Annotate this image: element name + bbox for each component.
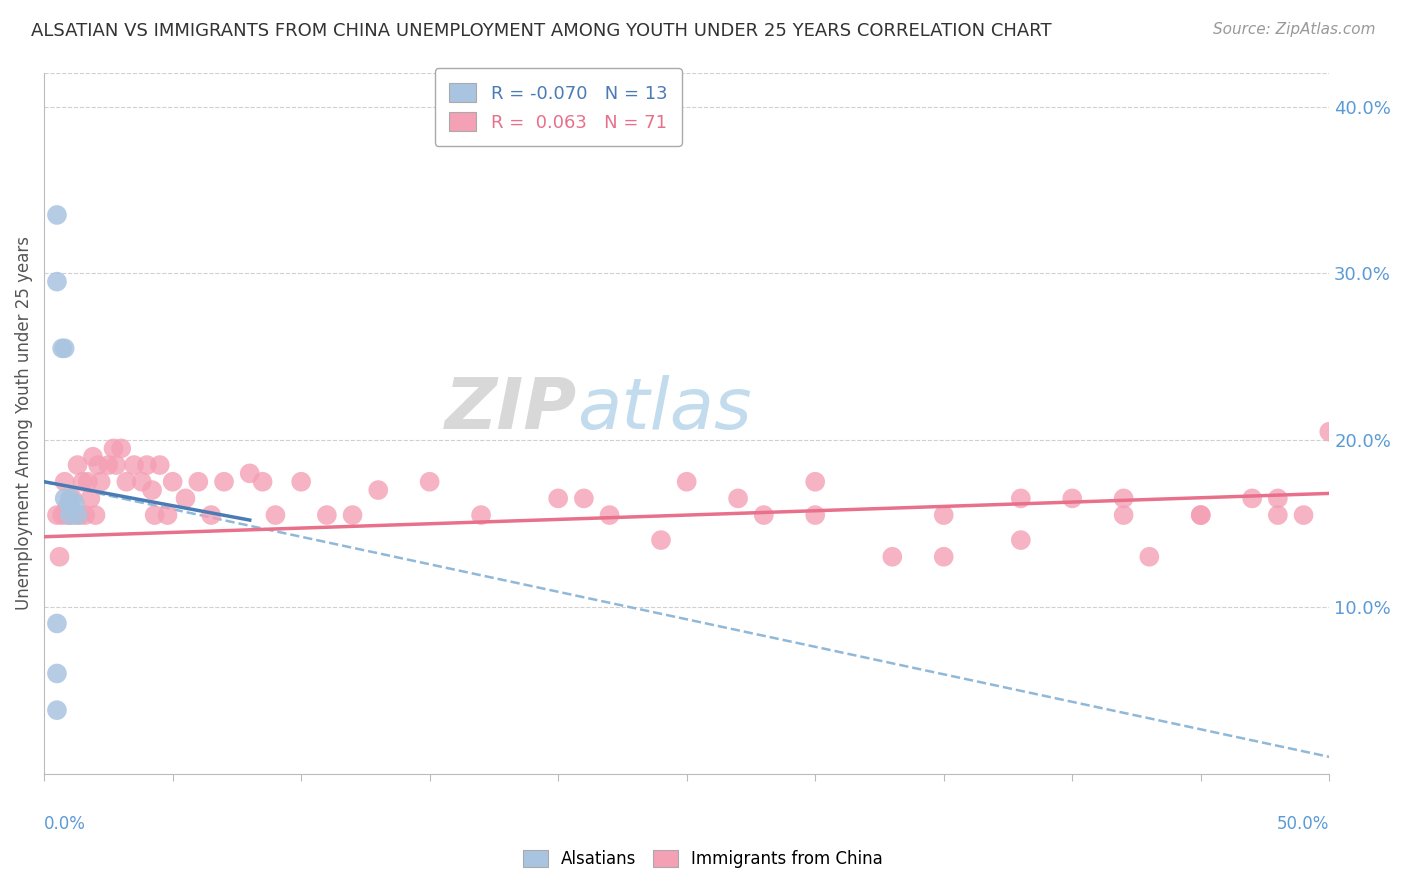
Text: ALSATIAN VS IMMIGRANTS FROM CHINA UNEMPLOYMENT AMONG YOUTH UNDER 25 YEARS CORREL: ALSATIAN VS IMMIGRANTS FROM CHINA UNEMPL… (31, 22, 1052, 40)
Point (48, 549, 70, 564)
Y-axis label: Unemployment Among Youth under 25 years: Unemployment Among Youth under 25 years (15, 236, 32, 610)
Point (69, 508, 91, 522)
Text: ZIP: ZIP (446, 375, 578, 444)
Point (1189, 508, 1212, 522)
Point (650, 533, 672, 547)
Point (187, 475, 209, 489)
Point (59, 500, 82, 514)
Text: 0.0%: 0.0% (44, 815, 86, 833)
Legend: Alsatians, Immigrants from China: Alsatians, Immigrants from China (516, 843, 890, 875)
Point (200, 508, 222, 522)
Point (56, 508, 79, 522)
Point (46, 703, 69, 717)
Point (105, 458, 128, 472)
Point (470, 508, 492, 522)
Text: atlas: atlas (578, 375, 752, 444)
Point (56, 500, 79, 514)
Point (66, 458, 89, 472)
Point (599, 508, 621, 522)
Point (572, 491, 595, 506)
Point (1292, 508, 1315, 522)
Point (46, 508, 69, 522)
Point (90, 475, 112, 489)
Point (53, 475, 76, 489)
Point (53, 342, 76, 356)
Point (143, 508, 166, 522)
Point (239, 467, 262, 481)
Point (60, 491, 83, 506)
Point (315, 508, 337, 522)
Point (53, 491, 76, 506)
Text: 50.0%: 50.0% (1277, 815, 1329, 833)
Point (932, 508, 955, 522)
Point (252, 475, 274, 489)
Point (367, 483, 389, 497)
Point (156, 508, 179, 522)
Point (115, 475, 138, 489)
Point (804, 508, 827, 522)
Point (59, 508, 82, 522)
Point (110, 442, 132, 456)
Point (103, 442, 125, 456)
Point (675, 475, 697, 489)
Point (51, 342, 73, 356)
Point (1241, 491, 1264, 506)
Point (46, 666, 69, 681)
Point (84, 508, 107, 522)
Point (1137, 549, 1160, 564)
Point (212, 475, 235, 489)
Point (87, 458, 110, 472)
Point (1010, 491, 1032, 506)
Point (46, 208, 69, 222)
Point (882, 549, 904, 564)
Point (135, 458, 157, 472)
Point (51, 508, 73, 522)
Point (72, 475, 94, 489)
Point (141, 483, 163, 497)
Point (162, 475, 184, 489)
Point (804, 475, 827, 489)
Point (1010, 533, 1032, 547)
Point (1189, 508, 1212, 522)
Point (1267, 491, 1289, 506)
Point (727, 491, 749, 506)
Point (82, 450, 104, 464)
Point (290, 475, 312, 489)
Point (419, 475, 441, 489)
Point (1317, 425, 1340, 439)
Point (1112, 508, 1135, 522)
Point (63, 508, 86, 522)
Point (264, 508, 287, 522)
Legend: R = -0.070   N = 13, R =  0.063   N = 71: R = -0.070 N = 13, R = 0.063 N = 71 (434, 69, 682, 146)
Point (46, 616, 69, 631)
Point (131, 475, 153, 489)
Point (66, 508, 89, 522)
Point (46, 275, 69, 289)
Point (547, 491, 569, 506)
Point (59, 491, 82, 506)
Point (75, 508, 97, 522)
Text: Source: ZipAtlas.com: Source: ZipAtlas.com (1212, 22, 1375, 37)
Point (1267, 508, 1289, 522)
Point (752, 508, 775, 522)
Point (174, 491, 197, 506)
Point (1112, 491, 1135, 506)
Point (79, 491, 101, 506)
Point (97, 458, 120, 472)
Point (149, 458, 172, 472)
Point (63, 496, 86, 510)
Point (342, 508, 364, 522)
Point (932, 549, 955, 564)
Point (59, 500, 82, 514)
Point (1062, 491, 1084, 506)
Point (122, 458, 145, 472)
Point (59, 508, 82, 522)
Point (76, 475, 98, 489)
